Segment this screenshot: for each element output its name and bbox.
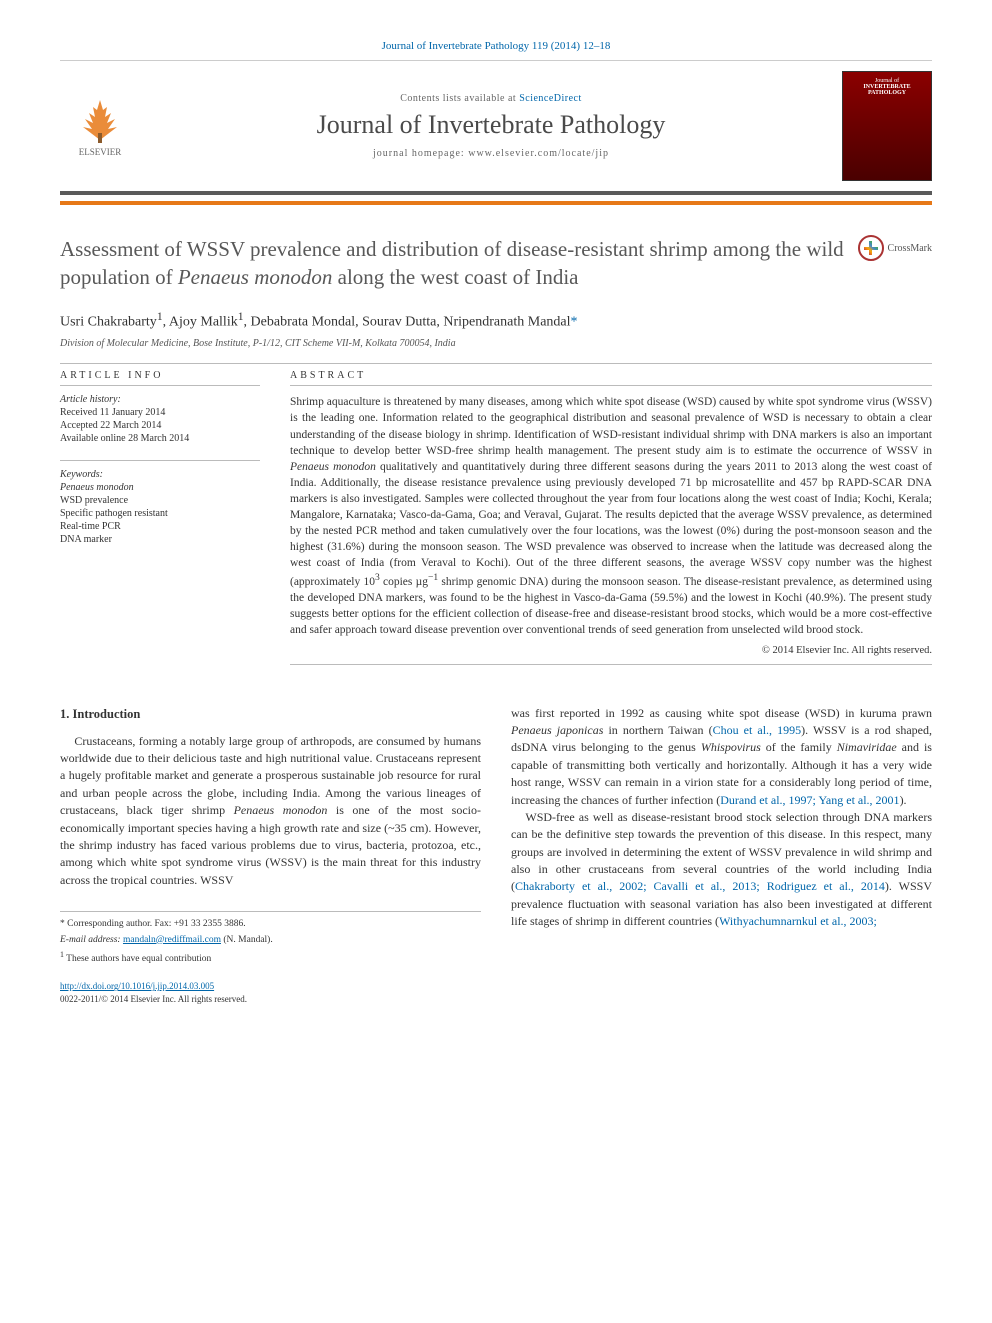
abstract-block: ABSTRACT Shrimp aquaculture is threatene… bbox=[290, 370, 932, 664]
issn-copyright: 0022-2011/© 2014 Elsevier Inc. All right… bbox=[60, 993, 481, 1006]
orange-divider bbox=[60, 201, 932, 205]
sciencedirect-link[interactable]: ScienceDirect bbox=[519, 93, 582, 104]
c2-italic2: Whispovirus bbox=[701, 740, 761, 754]
elsevier-label: ELSEVIER bbox=[79, 147, 122, 157]
author-1-sup: 1 bbox=[157, 310, 163, 323]
c2-ref4[interactable]: Withyachumnarnkul et al., 2003; bbox=[719, 914, 877, 928]
contents-line: Contents lists available at ScienceDirec… bbox=[140, 93, 842, 104]
keyword-5: DNA marker bbox=[60, 534, 260, 545]
corr-mark: * bbox=[571, 314, 578, 329]
cover-text-bot: PATHOLOGY bbox=[868, 90, 906, 96]
elsevier-tree-icon bbox=[75, 95, 125, 145]
crossmark-label: CrossMark bbox=[888, 243, 932, 254]
author-2: Ajoy Mallik bbox=[169, 314, 238, 329]
crossmark-icon bbox=[858, 235, 884, 261]
title-species: Penaeus monodon bbox=[178, 265, 333, 289]
footer: http://dx.doi.org/10.1016/j.jip.2014.03.… bbox=[60, 980, 481, 1006]
c2-ref1[interactable]: Chou et al., 1995 bbox=[713, 723, 802, 737]
fn-equal-text: These authors have equal contribution bbox=[66, 954, 211, 964]
abs-2: qualitatively and quantitatively during … bbox=[290, 461, 932, 588]
abs-1: Shrimp aquaculture is threatened by many… bbox=[290, 396, 932, 456]
fn-email-link[interactable]: mandaln@rediffmail.com bbox=[123, 935, 221, 945]
c2-italic1: Penaeus japonicas bbox=[511, 723, 603, 737]
author-5: Nripendranath Mandal bbox=[443, 314, 570, 329]
author-4: Sourav Dutta bbox=[362, 314, 436, 329]
keyword-2: WSD prevalence bbox=[60, 495, 260, 506]
homepage-url: www.elsevier.com/locate/jip bbox=[468, 148, 609, 159]
author-1: Usri Chakrabarty bbox=[60, 314, 157, 329]
fn-email-label: E-mail address: bbox=[60, 935, 121, 945]
fn-email-who: (N. Mandal). bbox=[223, 935, 272, 945]
history-label: Article history: bbox=[60, 394, 260, 405]
authors-list: Usri Chakrabarty1, Ajoy Mallik1, Debabra… bbox=[60, 310, 932, 331]
c2-p1b: in northern Taiwan ( bbox=[603, 723, 712, 737]
rule-under-abstract bbox=[290, 664, 932, 665]
intro-para-2: WSD-free as well as disease-resistant br… bbox=[511, 809, 932, 931]
c2-ref3[interactable]: Chakraborty et al., 2002; Cavalli et al.… bbox=[515, 879, 885, 893]
body-column-right: was first reported in 1992 as causing wh… bbox=[511, 705, 932, 1007]
journal-name: Journal of Invertebrate Pathology bbox=[140, 110, 842, 140]
c2-p1a: was first reported in 1992 as causing wh… bbox=[511, 706, 932, 720]
rule-under-affil bbox=[60, 363, 932, 364]
online-date: Available online 28 March 2014 bbox=[60, 433, 260, 444]
elsevier-logo-block: ELSEVIER bbox=[60, 95, 140, 157]
abs-sup-2: −1 bbox=[428, 572, 438, 583]
intro-para-1: Crustaceans, forming a notably large gro… bbox=[60, 733, 481, 890]
abs-italic-1: Penaeus monodon bbox=[290, 461, 376, 473]
fn-equal-sup: 1 bbox=[60, 950, 64, 959]
abstract-copyright: © 2014 Elsevier Inc. All rights reserved… bbox=[290, 645, 932, 656]
keyword-3: Specific pathogen resistant bbox=[60, 508, 260, 519]
received-date: Received 11 January 2014 bbox=[60, 407, 260, 418]
affiliation: Division of Molecular Medicine, Bose Ins… bbox=[60, 338, 932, 349]
keywords-label: Keywords: bbox=[60, 469, 260, 480]
title-part2: along the west coast of India bbox=[332, 265, 578, 289]
doi-link[interactable]: http://dx.doi.org/10.1016/j.jip.2014.03.… bbox=[60, 981, 214, 991]
footnotes: * Corresponding author. Fax: +91 33 2355… bbox=[60, 911, 481, 966]
abstract-body: Shrimp aquaculture is threatened by many… bbox=[290, 394, 932, 638]
keyword-1: Penaeus monodon bbox=[60, 482, 260, 493]
accepted-date: Accepted 22 March 2014 bbox=[60, 420, 260, 431]
c2-ref2[interactable]: Durand et al., 1997; Yang et al., 2001 bbox=[720, 793, 899, 807]
abstract-heading: ABSTRACT bbox=[290, 370, 932, 386]
abs-3: copies µg bbox=[380, 576, 428, 588]
article-info-block: ARTICLE INFO Article history: Received 1… bbox=[60, 370, 260, 664]
keyword-4: Real-time PCR bbox=[60, 521, 260, 532]
contents-prefix: Contents lists available at bbox=[400, 93, 519, 104]
body-column-left: 1. Introduction Crustaceans, forming a n… bbox=[60, 705, 481, 1007]
c2-p1d: of the family bbox=[761, 740, 837, 754]
author-2-sup: 1 bbox=[238, 310, 244, 323]
homepage-prefix: journal homepage: bbox=[373, 148, 468, 159]
c2-italic3: Nimaviridae bbox=[837, 740, 897, 754]
fn-equal: 1 These authors have equal contribution bbox=[60, 949, 481, 966]
fn-email: E-mail address: mandaln@rediffmail.com (… bbox=[60, 934, 481, 947]
section-1-heading: 1. Introduction bbox=[60, 705, 481, 723]
c2-p1f: ). bbox=[900, 793, 907, 807]
homepage-line: journal homepage: www.elsevier.com/locat… bbox=[140, 148, 842, 159]
crossmark-badge[interactable]: CrossMark bbox=[858, 235, 932, 261]
article-info-heading: ARTICLE INFO bbox=[60, 370, 260, 386]
fn-corresponding: * Corresponding author. Fax: +91 33 2355… bbox=[60, 918, 481, 931]
masthead: ELSEVIER Contents lists available at Sci… bbox=[60, 61, 932, 195]
author-3: Debabrata Mondal bbox=[251, 314, 356, 329]
article-title: Assessment of WSSV prevalence and distri… bbox=[60, 235, 858, 292]
c1-italic1: Penaeus monodon bbox=[234, 803, 328, 817]
intro-para-1-cont: was first reported in 1992 as causing wh… bbox=[511, 705, 932, 809]
journal-cover-thumb: Journal of INVERTEBRATE PATHOLOGY bbox=[842, 71, 932, 181]
citation-bar: Journal of Invertebrate Pathology 119 (2… bbox=[60, 40, 932, 61]
